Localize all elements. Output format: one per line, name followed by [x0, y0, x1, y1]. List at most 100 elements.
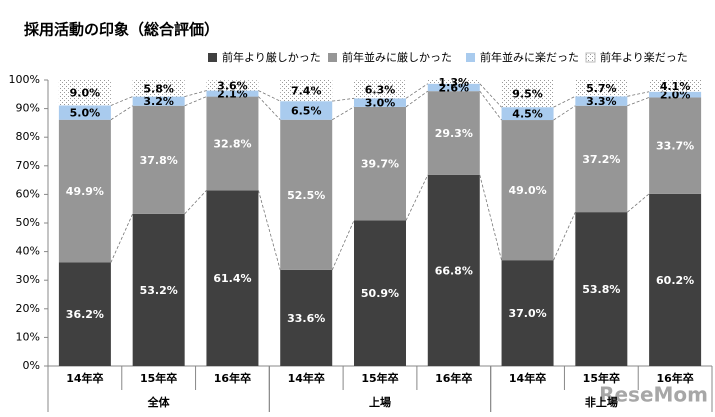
connector: [332, 106, 355, 121]
bar-segment: [354, 220, 406, 366]
bar-segment: [575, 96, 628, 106]
bar-segment: [280, 101, 333, 120]
bar-segment: [649, 91, 702, 98]
bar-segment: [58, 79, 111, 106]
value-label: 9.5%: [512, 88, 543, 101]
bar-segment: [354, 80, 406, 99]
connector: [110, 105, 133, 121]
chart-title: 採用活動の印象（総合評価）: [24, 21, 219, 39]
connector: [258, 190, 281, 271]
value-label: 53.8%: [582, 283, 620, 296]
y-tick-label: 90%: [16, 102, 40, 115]
connector: [553, 95, 576, 108]
connector: [331, 220, 355, 271]
y-tick-label: 20%: [16, 302, 40, 315]
bar-segment: [575, 80, 628, 97]
bar-segment: [280, 80, 333, 102]
connector: [479, 90, 502, 121]
value-label: 36.2%: [66, 308, 104, 321]
watermark: ReseMom: [599, 383, 708, 407]
bar-segment: [575, 105, 628, 213]
connector: [479, 174, 502, 261]
value-label: 61.4%: [213, 272, 251, 285]
bar-segment: [58, 262, 111, 366]
value-label: 37.8%: [140, 154, 178, 167]
group-label: 上場: [369, 395, 391, 409]
bar-segment: [427, 174, 480, 366]
y-tick-label: 50%: [16, 216, 40, 229]
x-tick-label: 15年卒: [140, 371, 177, 385]
value-label: 49.0%: [508, 184, 546, 197]
connector: [184, 90, 207, 97]
connector: [627, 193, 650, 213]
connector: [110, 213, 134, 263]
x-tick-label: 15年卒: [583, 371, 620, 385]
x-tick-label: 15年卒: [361, 371, 398, 385]
y-tick-label: 0%: [23, 359, 40, 372]
legend-swatch: [466, 53, 475, 62]
value-label: 3.0%: [365, 97, 396, 110]
value-label: 1.3%: [439, 76, 470, 89]
value-label: 60.2%: [656, 274, 694, 287]
bar-segment: [649, 97, 702, 194]
connector: [332, 97, 355, 102]
legend-swatch: [585, 52, 596, 63]
x-tick-label: 14年卒: [288, 371, 325, 385]
value-label: 3.2%: [143, 95, 174, 108]
value-label: 5.7%: [586, 82, 617, 95]
value-label: 37.2%: [582, 153, 620, 166]
bar-segment: [280, 119, 333, 270]
y-tick-label: 10%: [16, 330, 40, 343]
value-label: 5.0%: [70, 107, 101, 120]
bar-segment: [132, 80, 185, 97]
connector: [627, 97, 650, 107]
connector: [405, 83, 429, 99]
bar-segment: [501, 260, 554, 366]
connector: [405, 174, 429, 221]
bar-segment: [206, 190, 259, 366]
value-label: 6.3%: [365, 83, 396, 96]
bar-segment: [354, 98, 406, 107]
legend-swatch: [328, 53, 337, 62]
bar-segment: [354, 106, 406, 221]
legend-label: 前年より楽だった: [600, 50, 688, 64]
value-label: 2.1%: [217, 88, 248, 101]
x-tick-label: 14年卒: [66, 371, 103, 385]
group-label: 全体: [147, 395, 171, 409]
bar-segment: [58, 119, 111, 263]
value-label: 9.0%: [70, 87, 101, 100]
value-label: 52.5%: [287, 189, 325, 202]
connector: [479, 83, 502, 108]
connector: [627, 91, 650, 97]
bar-segment: [649, 193, 702, 366]
legend-label: 前年並みに楽だった: [480, 50, 579, 64]
bar-segment: [427, 80, 480, 84]
legend-label: 前年より厳しかった: [222, 50, 321, 64]
x-tick-label: 16年卒: [435, 371, 472, 385]
value-label: 49.9%: [66, 185, 104, 198]
y-tick-label: 60%: [16, 187, 40, 200]
value-label: 33.7%: [656, 140, 694, 153]
legend-swatch: [208, 53, 217, 62]
connector: [110, 96, 133, 106]
connector: [258, 96, 281, 121]
value-label: 4.1%: [660, 80, 691, 93]
value-label: 5.8%: [143, 82, 174, 95]
y-tick-label: 70%: [16, 159, 40, 172]
bar-segment: [132, 96, 185, 106]
value-label: 29.3%: [435, 127, 473, 140]
value-label: 50.9%: [361, 287, 399, 300]
bar-segment: [501, 80, 554, 108]
bar-segment: [206, 90, 259, 97]
x-tick-label: 16年卒: [214, 371, 251, 385]
bar-segment: [427, 91, 480, 175]
value-label: 7.4%: [291, 85, 322, 98]
y-tick-label: 30%: [16, 273, 40, 286]
bar-segment: [427, 83, 480, 92]
connector: [405, 90, 429, 108]
bar-segment: [280, 269, 333, 366]
value-label: 39.7%: [361, 158, 399, 171]
bar-segment: [501, 120, 554, 261]
connector: [184, 96, 207, 107]
